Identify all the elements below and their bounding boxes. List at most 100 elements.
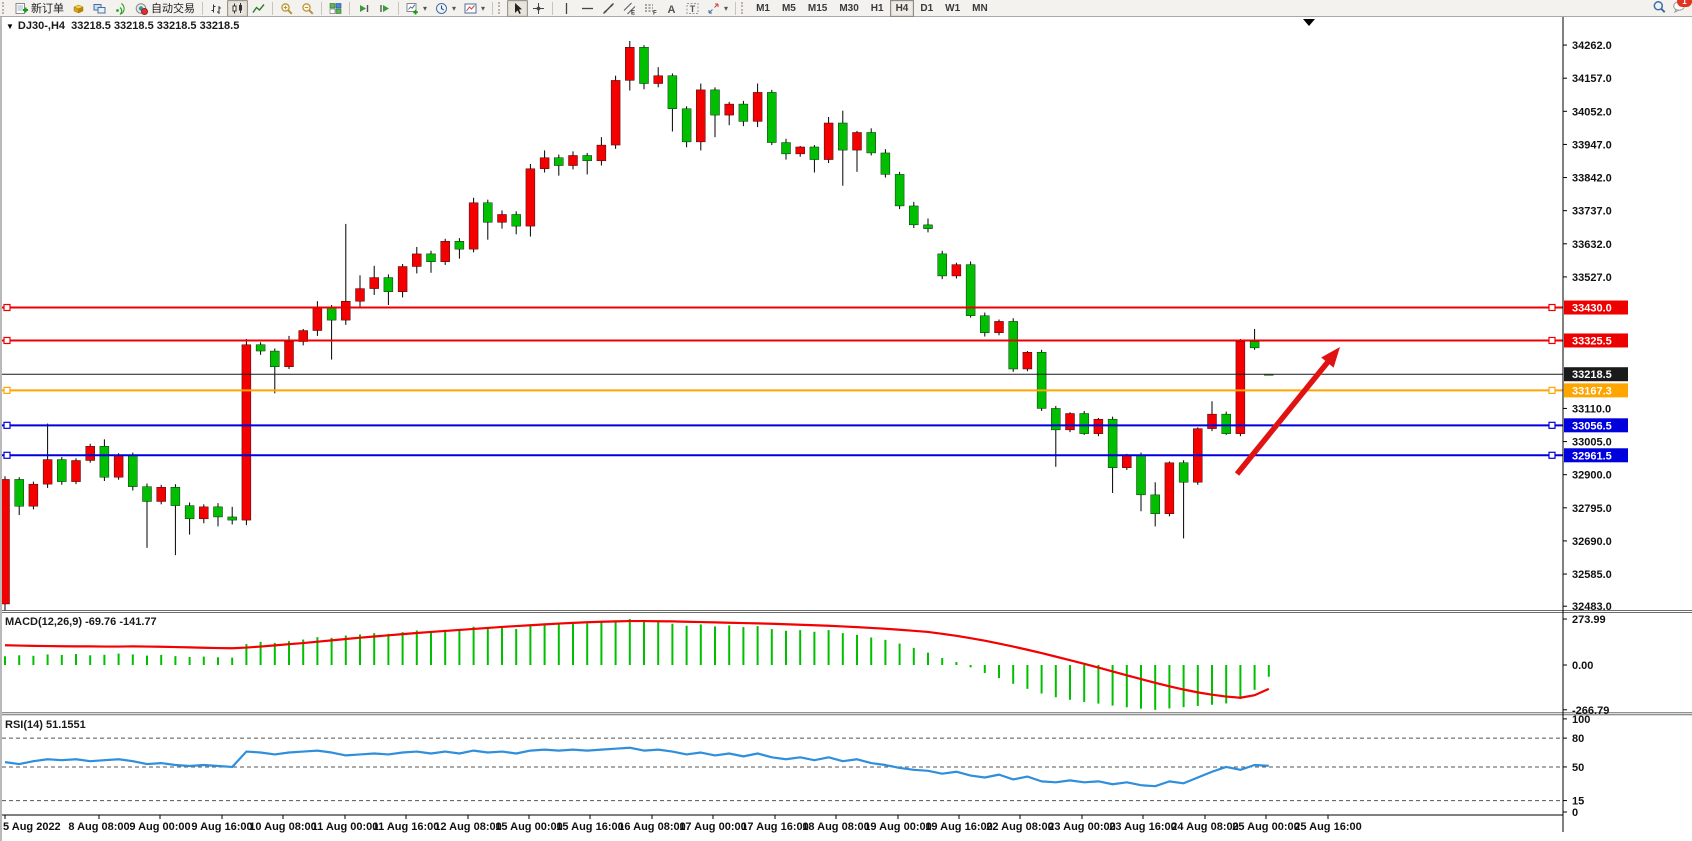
market-watch-button[interactable] bbox=[68, 0, 89, 17]
bear-candle bbox=[383, 277, 394, 292]
search-button[interactable] bbox=[1652, 0, 1666, 16]
bull-candle bbox=[341, 300, 351, 321]
line-handle-icon[interactable] bbox=[3, 303, 11, 312]
line-handle-icon[interactable] bbox=[1548, 303, 1556, 312]
bull-candle bbox=[412, 253, 422, 267]
vertical-line-button[interactable] bbox=[556, 0, 577, 17]
text-label-button[interactable]: T bbox=[682, 0, 703, 17]
zoom-out-button[interactable] bbox=[297, 0, 318, 17]
bear-candle bbox=[184, 505, 195, 520]
price-tick-label: 33947.0 bbox=[1572, 139, 1612, 151]
line-handle-icon[interactable] bbox=[1548, 336, 1556, 345]
line-handle-icon[interactable] bbox=[3, 451, 11, 459]
timeframe-h1-button[interactable]: H1 bbox=[870, 2, 884, 14]
chart-plus-icon bbox=[406, 2, 418, 14]
trendline-button[interactable] bbox=[598, 0, 619, 17]
line-handle-icon[interactable] bbox=[1548, 451, 1556, 459]
rsi-axis-label: 0 bbox=[1572, 807, 1578, 819]
time-axis[interactable]: 5 Aug 2022 8 Aug 08:00 9 Aug 00:00 9 Aug 16… bbox=[3, 815, 1362, 833]
toolbar-grip[interactable] bbox=[741, 2, 748, 14]
bear-candle bbox=[142, 486, 152, 502]
line-handle-icon[interactable] bbox=[3, 386, 11, 394]
fibonacci-retracement-button[interactable]: F bbox=[640, 0, 661, 17]
price-axis[interactable]: 34262.0 34157.0 34052.0 33947.0 33842.0 33737… bbox=[1563, 40, 1628, 819]
chart-menu-icon[interactable]: ▼ bbox=[6, 22, 14, 31]
periods-button[interactable]: ▾ bbox=[431, 0, 460, 17]
time-tick-label: 8 Aug 08:00 bbox=[68, 821, 129, 833]
bull-candle bbox=[284, 341, 294, 368]
line-handle-icon[interactable] bbox=[3, 421, 11, 429]
bull-candle bbox=[539, 157, 550, 169]
bar-chart-mode-button[interactable] bbox=[206, 0, 227, 17]
bull-candle bbox=[497, 214, 507, 223]
price-tag-label: 33218.5 bbox=[1572, 369, 1612, 381]
arrows-button[interactable]: ▾ bbox=[703, 0, 732, 17]
price-tick-label: 34052.0 bbox=[1572, 106, 1612, 118]
bull-candle bbox=[724, 103, 734, 116]
toolbar-separator bbox=[321, 1, 322, 15]
data-window-button[interactable] bbox=[89, 0, 110, 17]
toolbar: 新订单 自动交易 ▾ ▾ ▾ E F A T ▾ M1 M5 M15 M30 H1 H4 D1 W1 MN 1 bbox=[0, 0, 1692, 17]
bear-candle bbox=[667, 75, 678, 109]
toolbar-grip[interactable] bbox=[2, 2, 9, 14]
dropdown-caret-icon[interactable]: ▾ bbox=[452, 3, 457, 13]
candlestick-mode-button[interactable] bbox=[227, 0, 248, 17]
cursor-button[interactable] bbox=[507, 0, 529, 17]
time-tick-label: 15 Aug 00:00 bbox=[495, 821, 562, 833]
price-tick-label: 33632.0 bbox=[1572, 239, 1612, 251]
new-order-button[interactable]: 新订单 bbox=[11, 0, 68, 17]
text-button[interactable]: A bbox=[661, 0, 682, 17]
time-tick-label: 23 Aug 00:00 bbox=[1048, 821, 1115, 833]
toolbar-grip[interactable] bbox=[498, 2, 505, 14]
bull-candle bbox=[355, 288, 365, 302]
chart-title-symbol: DJ30-,H4 bbox=[17, 20, 65, 32]
timeframe-mn-button[interactable]: MN bbox=[972, 2, 988, 14]
crosshair-button[interactable] bbox=[528, 0, 549, 17]
time-tick-label: 23 Aug 16:00 bbox=[1109, 821, 1176, 833]
new-order-label: 新订单 bbox=[31, 3, 64, 15]
step-fwd-icon bbox=[360, 4, 369, 12]
trendline-icon bbox=[603, 2, 615, 14]
dropdown-caret-icon[interactable]: ▾ bbox=[724, 3, 729, 13]
line-chart-mode-button[interactable] bbox=[248, 0, 269, 17]
timeframe-w1-button[interactable]: W1 bbox=[945, 2, 961, 14]
timeframe-m1-button[interactable]: M1 bbox=[756, 2, 770, 14]
bull-candle bbox=[1093, 418, 1104, 434]
dropdown-caret-icon[interactable]: ▾ bbox=[423, 3, 428, 13]
timeframe-m30-button[interactable]: M30 bbox=[839, 2, 859, 14]
templates-button[interactable]: ▾ bbox=[460, 0, 489, 17]
trend-arrow-annotation[interactable] bbox=[1234, 347, 1340, 476]
horizontal-line-button[interactable] bbox=[577, 0, 598, 17]
price-tick-label: 33110.0 bbox=[1572, 403, 1611, 415]
chart-shift-marker-icon[interactable] bbox=[1303, 19, 1315, 26]
chart-shift-button[interactable] bbox=[374, 0, 395, 17]
timeframe-m15-button[interactable]: M15 bbox=[807, 2, 828, 14]
timeframe-m5-button[interactable]: M5 bbox=[781, 2, 796, 14]
auto-trading-button[interactable]: 自动交易 bbox=[131, 0, 199, 17]
line-handle-icon[interactable] bbox=[1548, 386, 1556, 394]
zoom-in-button[interactable] bbox=[276, 0, 297, 17]
bear-candle bbox=[809, 146, 820, 160]
equidistant-channel-button[interactable]: E bbox=[619, 0, 640, 17]
toolbar-separator bbox=[202, 1, 203, 15]
tile-windows-button[interactable] bbox=[325, 0, 346, 17]
signals-button[interactable] bbox=[110, 0, 131, 17]
price-tick-label: 33737.0 bbox=[1572, 206, 1612, 218]
line-handle-icon[interactable] bbox=[3, 336, 11, 345]
step-end-icon bbox=[380, 4, 389, 12]
auto-scroll-button[interactable] bbox=[353, 0, 374, 17]
bear-candle bbox=[1249, 341, 1260, 349]
bear-candle bbox=[14, 479, 24, 507]
line-handle-icon[interactable] bbox=[1548, 421, 1556, 429]
new-chart-button[interactable]: ▾ bbox=[402, 0, 431, 17]
notifications-button[interactable]: 1 bbox=[1672, 0, 1692, 16]
timeframe-d1-button[interactable]: D1 bbox=[920, 2, 934, 14]
bear-candle bbox=[639, 47, 649, 84]
dropdown-caret-icon[interactable]: ▾ bbox=[481, 3, 486, 13]
price-tag bbox=[1564, 383, 1628, 398]
timeframe-h4-button[interactable]: H4 bbox=[889, 0, 915, 17]
bull-candle bbox=[85, 446, 95, 461]
price-level-lines[interactable] bbox=[2, 303, 1563, 459]
bull-candle bbox=[610, 80, 621, 146]
